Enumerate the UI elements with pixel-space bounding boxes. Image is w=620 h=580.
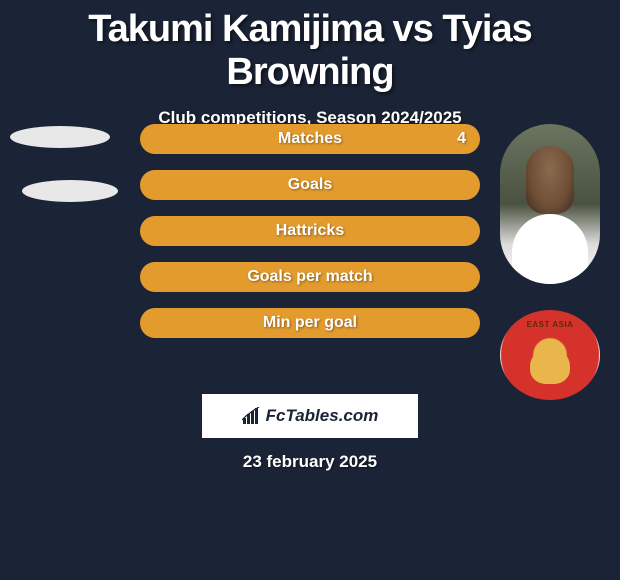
club-badge: EAST ASIA [500, 310, 600, 400]
chart-icon [242, 407, 260, 425]
stat-label: Hattricks [276, 222, 344, 240]
stat-label: Goals [288, 176, 332, 194]
stat-label: Goals per match [247, 268, 372, 286]
club-badge-text: EAST ASIA [527, 320, 574, 329]
stats-container: Matches 4 Goals Hattricks Goals per matc… [140, 124, 480, 354]
stat-label: Min per goal [263, 314, 357, 332]
stat-value-right: 4 [457, 130, 466, 148]
stat-bar-hattricks: Hattricks [140, 216, 480, 246]
stat-bar-matches: Matches 4 [140, 124, 480, 154]
stat-bar-goals: Goals [140, 170, 480, 200]
brand-text: FcTables.com [266, 406, 379, 426]
page-title: Takumi Kamijima vs Tyias Browning [0, 0, 620, 94]
stat-label: Matches [278, 130, 342, 148]
brand-box[interactable]: FcTables.com [202, 394, 418, 438]
date-text: 23 february 2025 [0, 452, 620, 472]
player2-photo [500, 124, 600, 284]
stat-bar-min-per-goal: Min per goal [140, 308, 480, 338]
stat-bar-goals-per-match: Goals per match [140, 262, 480, 292]
player1-placeholder-1 [10, 126, 110, 148]
player1-placeholder-2 [22, 180, 118, 202]
